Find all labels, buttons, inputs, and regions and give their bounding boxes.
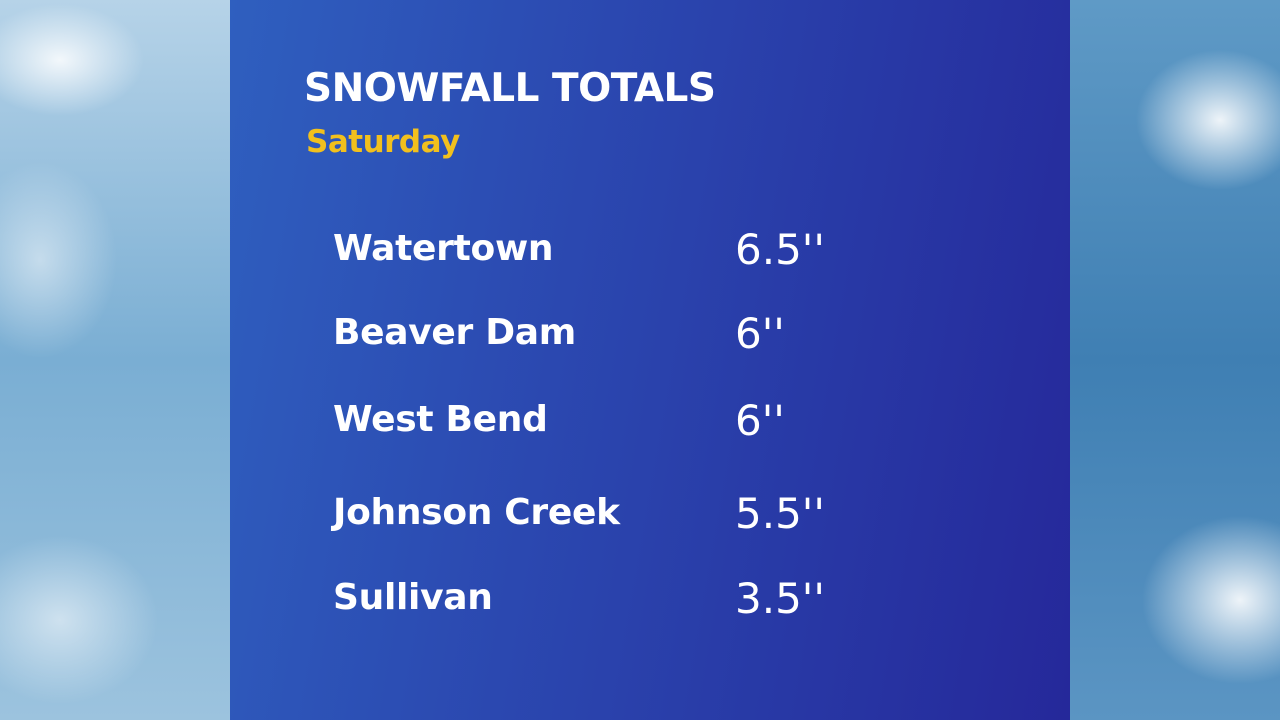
graphic-title: SNOWFALL TOTALS — [304, 66, 716, 111]
snowfall-amount: 6'' — [735, 309, 785, 358]
snowfall-amount: 3.5'' — [735, 574, 825, 623]
location-name: Johnson Creek — [333, 492, 620, 533]
graphic-panel — [230, 0, 1070, 720]
snowfall-row: West Bend 6'' — [0, 396, 1280, 449]
graphic-subtitle: Saturday — [306, 124, 460, 160]
location-name: Sullivan — [333, 577, 493, 618]
location-name: West Bend — [333, 399, 548, 440]
snowy-branches-background-left — [0, 0, 230, 720]
snowfall-row: Beaver Dam 6'' — [0, 309, 1280, 362]
snowfall-row: Sullivan 3.5'' — [0, 574, 1280, 627]
snowfall-row: Watertown 6.5'' — [0, 225, 1280, 278]
snowfall-amount: 6.5'' — [735, 225, 825, 274]
snowfall-amount: 6'' — [735, 396, 785, 445]
snowfall-amount: 5.5'' — [735, 489, 825, 538]
snowfall-row: Johnson Creek 5.5'' — [0, 489, 1280, 542]
location-name: Watertown — [333, 228, 554, 269]
snowy-branches-background-right — [1070, 0, 1280, 720]
location-name: Beaver Dam — [333, 312, 577, 353]
